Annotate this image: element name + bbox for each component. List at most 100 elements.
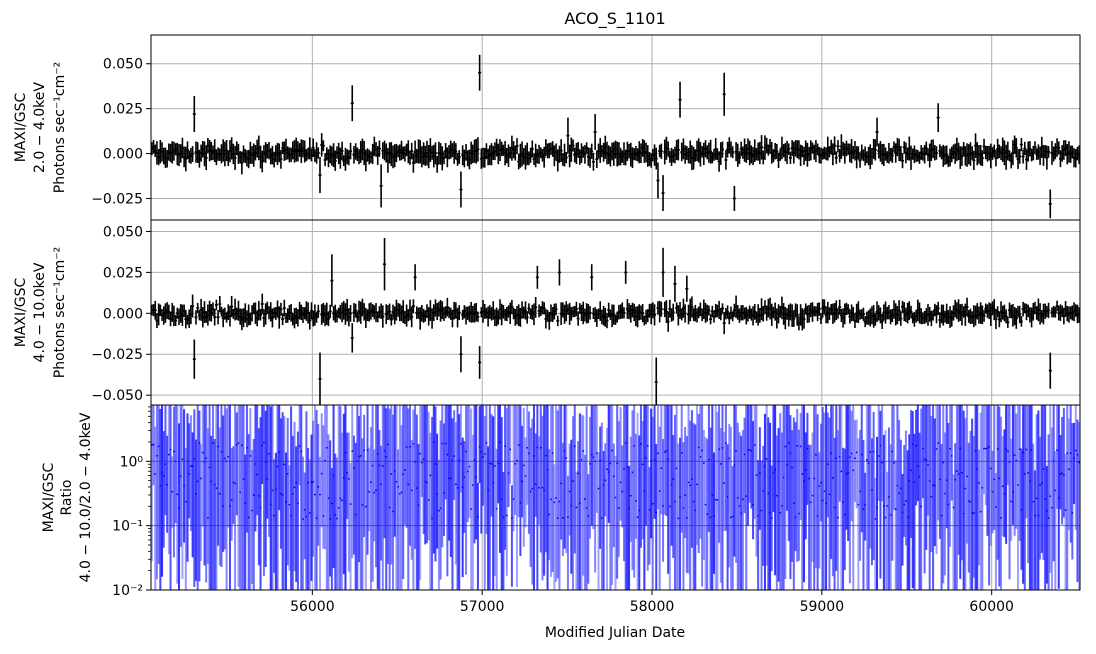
ratio-point (881, 461, 884, 464)
ratio-point (290, 514, 293, 517)
ratio-point (1012, 491, 1014, 494)
ratio-point (256, 473, 259, 476)
ratio-point (871, 489, 873, 491)
ratio-point (551, 452, 554, 455)
ratio-point (691, 478, 693, 480)
ratio-point (561, 517, 564, 519)
ratio-point (164, 463, 167, 466)
ratio-point (716, 499, 719, 501)
ratio-point (183, 484, 186, 487)
ratio-point (293, 486, 296, 489)
ratio-point (492, 481, 495, 484)
y-axis-label-line: Photons sec⁻¹cm⁻² (52, 62, 68, 194)
ratio-point (874, 517, 877, 520)
ratio-point (770, 517, 773, 520)
ratio-point (850, 452, 853, 455)
ratio-point (171, 490, 174, 493)
ratio-point (621, 490, 624, 493)
ratio-point (198, 442, 201, 444)
ratio-point (855, 451, 858, 454)
ratio-point (1003, 492, 1006, 495)
ratio-point (981, 486, 984, 489)
ratio-point (556, 517, 559, 520)
ratio-point (550, 498, 552, 501)
ratio-point (767, 492, 770, 495)
ratio-point (317, 486, 320, 488)
ratio-point (589, 463, 591, 465)
ratio-point (261, 444, 264, 447)
ratio-point (825, 502, 827, 505)
ratio-point (1027, 472, 1030, 474)
ratio-point (305, 515, 308, 518)
ratio-point (264, 461, 267, 464)
ratio-point (1032, 500, 1035, 503)
ratio-point (699, 455, 702, 458)
ratio-point (427, 499, 430, 501)
ratio-point (1049, 495, 1052, 498)
y-tick-label: −0.025 (91, 347, 143, 363)
ratio-point (247, 516, 250, 519)
ratio-point (1064, 509, 1067, 512)
ratio-point (166, 483, 169, 486)
ratio-point (860, 453, 863, 456)
ratio-point (215, 487, 218, 490)
ratio-point (553, 501, 556, 504)
y-axis-label-line: 2.0 − 4.0keV (32, 82, 48, 173)
ratio-point (601, 517, 603, 519)
ratio-point (463, 476, 466, 479)
ratio-point (820, 481, 822, 484)
ratio-point (611, 449, 614, 452)
y-axis-label-line: Ratio (59, 480, 75, 516)
ratio-point (709, 516, 712, 519)
axes-frame (150, 404, 1081, 591)
ratio-point (986, 447, 989, 450)
ratio-point (509, 448, 512, 451)
ratio-point (964, 487, 967, 490)
ratio-point (375, 489, 377, 492)
ratio-point (502, 516, 505, 519)
ratio-point (184, 500, 187, 503)
ratio-point (794, 516, 797, 519)
x-axis-label: Modified Julian Date (545, 625, 685, 641)
ratio-point (1028, 480, 1031, 483)
ratio-point (764, 465, 766, 468)
ratio-point (539, 446, 542, 449)
ratio-point (159, 484, 162, 487)
ratio-point (978, 482, 980, 484)
ratio-point (663, 451, 666, 453)
ratio-point (806, 447, 809, 450)
ratio-point (1022, 451, 1025, 454)
ratio-point (482, 456, 484, 458)
ratio-point (674, 500, 676, 503)
ratio-point (220, 450, 223, 453)
ratio-point (1001, 485, 1004, 488)
ratio-point (607, 471, 610, 473)
ratio-point (291, 493, 294, 495)
ratio-point (623, 468, 625, 470)
ratio-point (285, 501, 287, 504)
ratio-point (398, 492, 401, 495)
ratio-point (940, 514, 943, 517)
ratio-point (719, 463, 722, 465)
ratio-point (585, 507, 588, 509)
ratio-point (735, 450, 737, 452)
ratio-point (843, 513, 846, 516)
ratio-point (928, 480, 931, 482)
ratio-point (188, 472, 191, 475)
ratio-point (687, 481, 690, 484)
ratio-point (310, 481, 313, 484)
ratio-point (938, 478, 941, 481)
ratio-point (548, 513, 551, 516)
ratio-point (400, 491, 403, 494)
ratio-point (959, 447, 962, 450)
ratio-point (223, 457, 226, 460)
ratio-point (787, 441, 790, 444)
ratio-point (582, 450, 585, 452)
ratio-point (966, 475, 968, 478)
ratio-point (280, 493, 282, 495)
ratio-point (320, 472, 323, 475)
ratio-point (786, 463, 788, 466)
y-tick-label: 0.025 (103, 265, 143, 281)
ratio-point (782, 476, 785, 479)
ratio-point (410, 489, 413, 492)
